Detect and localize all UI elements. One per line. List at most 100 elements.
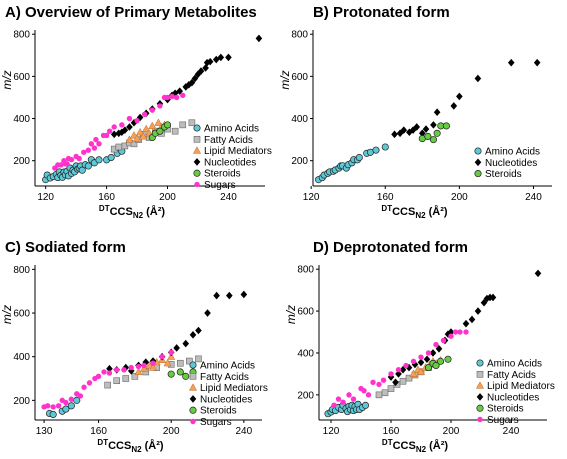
data-point [395,367,402,373]
legend-label: Fatty Acids [200,372,249,383]
legend-label: Amino Acids [487,359,542,370]
data-point [141,362,147,369]
chart-panel-0: A) Overview of Primary Metabolites 200 400… [0,4,272,220]
y-tick-label: 600 [291,72,308,83]
x-tick-label: 240 [525,192,542,203]
data-point [136,127,145,136]
data-point [182,372,190,380]
data-point [167,352,176,360]
x-axis-label-prefix: DT [381,204,392,213]
x-tick-label: 200 [451,192,468,203]
data-point [149,363,158,371]
data-point [403,362,409,369]
chart-title: B) Protonated form [313,4,450,21]
x-tick-label: 200 [163,426,180,437]
data-point [78,166,86,174]
series-fatty_acids [104,355,202,389]
legend-label: Sugars [200,417,232,428]
data-point [474,307,482,315]
data-point [399,365,407,374]
data-point [226,291,233,300]
data-point [93,136,99,143]
data-point [468,315,476,324]
data-point [114,367,120,373]
y-tick-label: 200 [13,396,30,407]
data-point [150,360,156,366]
legend-marker [477,416,483,423]
data-point [433,341,439,348]
data-point [372,146,380,154]
x-tick-label: 240 [220,192,237,203]
data-point [126,123,133,131]
data-point [225,53,232,62]
x-tick-label: 130 [36,426,53,437]
x-axis-label-main: CCS [392,206,415,218]
data-point [171,127,179,135]
data-point [422,125,430,133]
data-point [195,355,202,363]
x-axis-label: DTCCSN2 (Å²) [382,438,448,454]
legend-marker [476,404,484,412]
y-tick-label: 400 [297,348,314,359]
series-sugars [331,329,469,409]
data-point [125,135,134,143]
data-point [163,121,172,129]
x-axis-label-main: CCS [393,440,416,452]
data-point [442,122,450,130]
data-point [507,58,515,67]
data-point [350,396,357,402]
x-axis-label-unit: (Å²) [426,205,448,218]
data-point [182,339,190,348]
x-axis-label: DTCCSN2 (Å²) [97,438,163,454]
legend-marker [474,170,482,178]
legend-label: Nucleotides [204,157,256,168]
legend-label: Fatty Acids [204,135,253,146]
data-point [195,326,202,335]
data-point [191,74,199,83]
data-point [81,149,87,155]
series-steroids [418,122,450,144]
data-point [58,162,64,168]
data-point [361,401,370,409]
data-point [81,384,87,390]
data-point [101,369,107,375]
chart-panel-1: B) Protonated form 200 400 600 800 120 160 200 2… [278,4,552,220]
data-point [375,391,383,399]
data-point [91,145,98,151]
data-point [128,364,134,371]
y-tick-label: 400 [13,352,30,363]
data-point [141,111,148,118]
legend-marker [192,146,202,154]
data-point [139,132,148,140]
x-axis-label-unit: (Å²) [142,439,164,452]
data-point [127,367,135,375]
data-point [413,123,421,131]
data-point [85,147,92,153]
data-point [62,405,70,413]
x-tick-label: 120 [37,192,54,203]
data-point [534,269,542,278]
chart-panel-2: C) Sodiated form 200 400 600 800 130 160 200 240… [0,239,268,454]
chart-title: A) Overview of Primary Metabolites [5,4,257,21]
data-point [104,381,111,389]
data-point [197,67,205,75]
data-point [423,355,431,364]
legend-label: Amino Acids [485,147,540,158]
data-point [452,329,459,335]
data-point [149,107,155,113]
series-amino_acids [315,143,389,184]
data-point [433,108,441,117]
data-point [400,126,408,134]
y-tick-label: 800 [291,30,308,41]
y-tick-label: 200 [291,156,308,167]
data-point [409,369,418,377]
data-point [68,156,75,163]
data-point [217,53,225,62]
legend-marker [475,381,485,389]
data-point [50,404,56,410]
legend-label: Fatty Acids [487,370,536,381]
data-point [167,370,175,378]
series-steroids [424,355,452,372]
data-point [107,153,115,162]
